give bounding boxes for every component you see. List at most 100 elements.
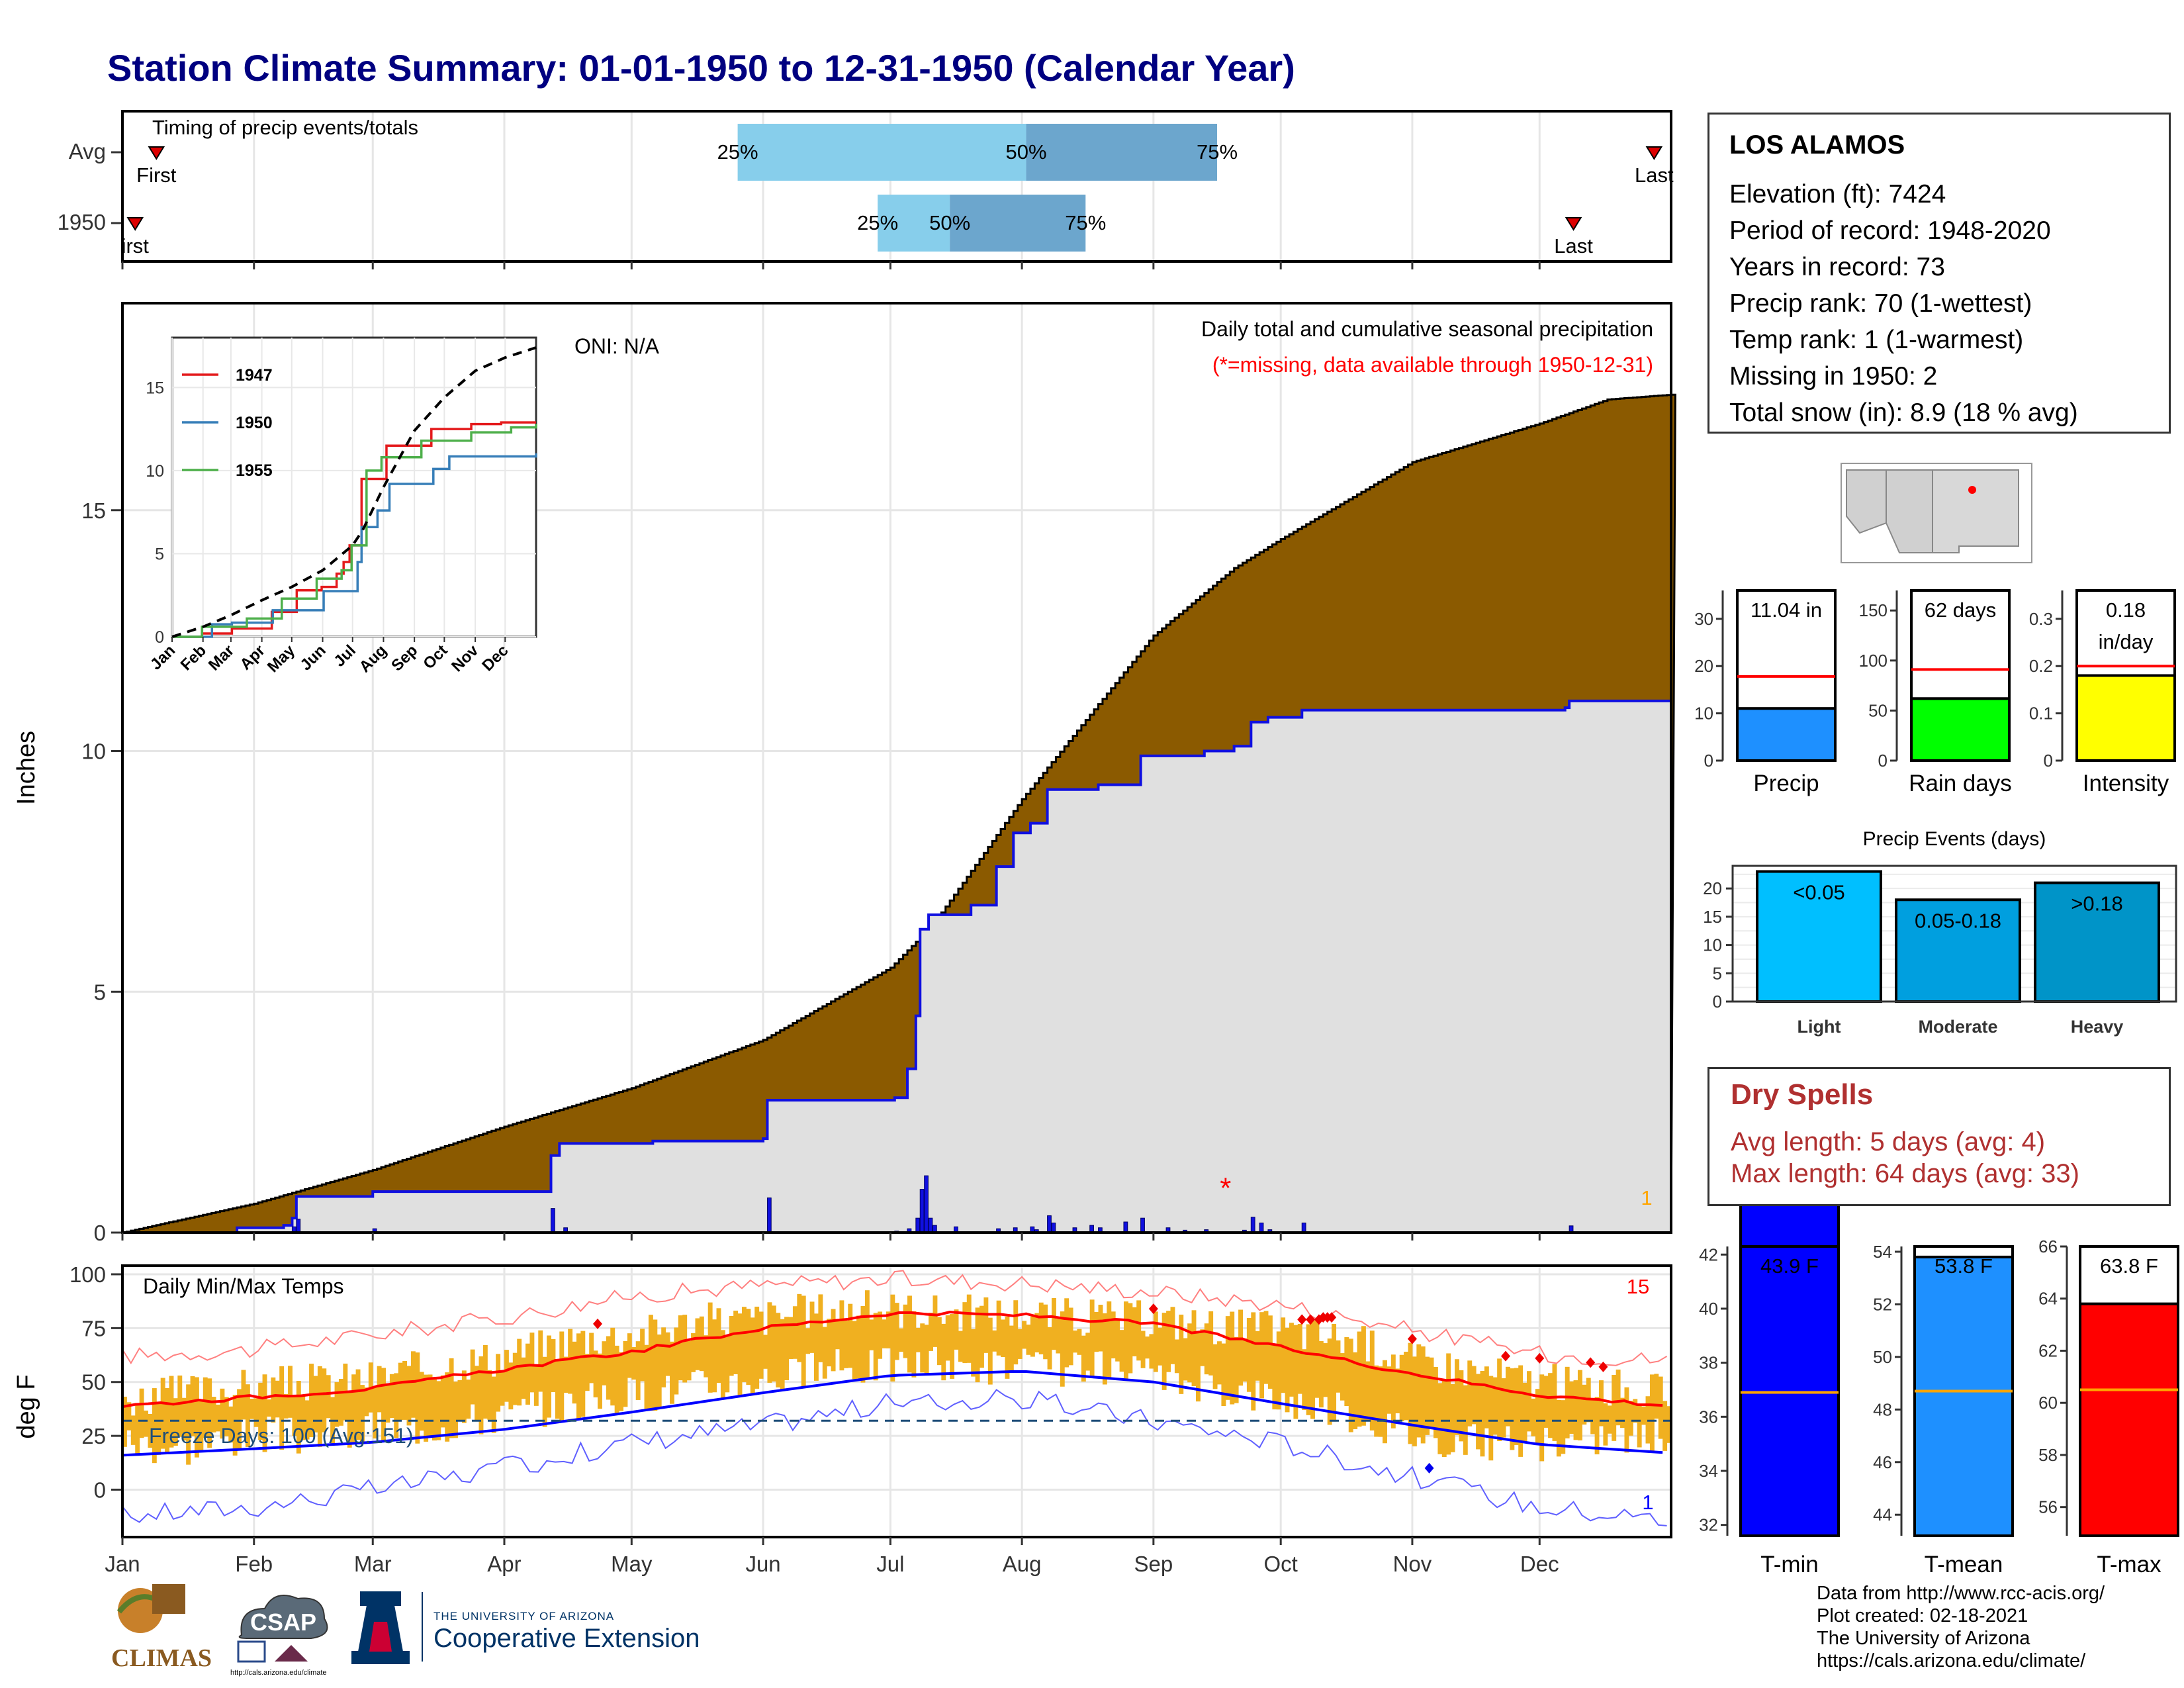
daily-temp-bar bbox=[584, 1354, 590, 1391]
daily-temp-bar bbox=[169, 1376, 174, 1448]
station-precip-rank: Precip rank: 70 (1-wettest) bbox=[1729, 289, 2032, 318]
daily-temp-bar bbox=[839, 1300, 844, 1371]
daily-temp-bar bbox=[224, 1397, 229, 1436]
daily-temp-bar bbox=[1399, 1354, 1404, 1422]
events-title: Precip Events (days) bbox=[1863, 828, 2046, 850]
daily-temp-bar bbox=[1089, 1299, 1095, 1378]
last-label: Last bbox=[1554, 234, 1593, 258]
daily-temp-bar bbox=[1107, 1301, 1112, 1379]
daily-temp-bar bbox=[1446, 1353, 1451, 1455]
daily-temp-bar bbox=[203, 1377, 208, 1438]
daily-temp-bar bbox=[228, 1406, 234, 1443]
daily-temp-bar bbox=[831, 1309, 836, 1372]
summary-bar-frame bbox=[2079, 1245, 2179, 1305]
daily-temp-bar bbox=[712, 1319, 717, 1393]
daily-temp-bar bbox=[1471, 1366, 1477, 1425]
daily-temp-bar bbox=[1420, 1346, 1426, 1444]
inset-series-line bbox=[172, 421, 536, 638]
daily-temp-bar bbox=[1654, 1374, 1659, 1419]
daily-temp-bar bbox=[750, 1317, 755, 1394]
daily-temp-bar bbox=[950, 1314, 955, 1379]
daily-temp-bar bbox=[190, 1376, 195, 1436]
inset-y-tick: 15 bbox=[146, 379, 164, 397]
inset-legend-label: 1955 bbox=[236, 461, 273, 480]
daily-temp-bar bbox=[1480, 1370, 1485, 1457]
record-high-line bbox=[122, 1270, 1668, 1366]
cumulative-1950-area bbox=[122, 700, 1671, 1233]
precip-panel: * 1 Daily total and cumulative seasonal pr… bbox=[13, 302, 1676, 1245]
daily-temp-bar bbox=[614, 1345, 619, 1414]
daily-temp-bar bbox=[788, 1317, 794, 1359]
daily-temp-bar bbox=[670, 1341, 674, 1404]
daily-temp-bar bbox=[682, 1315, 688, 1383]
daily-temp-bar bbox=[1013, 1300, 1019, 1365]
daily-temp-bar bbox=[1649, 1374, 1655, 1452]
timing-row-label: Avg bbox=[69, 139, 106, 164]
daily-temp-bar bbox=[936, 1317, 942, 1366]
daily-temp-bar bbox=[758, 1311, 764, 1379]
daily-temp-bar bbox=[1128, 1303, 1133, 1374]
y-tick-label: 5 bbox=[94, 980, 106, 1004]
daily-temp-bar bbox=[1149, 1334, 1154, 1369]
ua-line1: THE UNIVERSITY OF ARIZONA bbox=[433, 1610, 614, 1622]
climas-logo: CLIMAS bbox=[111, 1584, 212, 1672]
timing-row-label: 1950 bbox=[58, 210, 106, 234]
summary-bar-frame bbox=[1736, 589, 1837, 710]
daily-temp-bar bbox=[398, 1362, 403, 1421]
daily-temp-bar bbox=[1077, 1329, 1082, 1355]
daily-temp-bar bbox=[152, 1388, 157, 1464]
daily-temp-bar bbox=[364, 1387, 369, 1417]
event-bin-label: <0.05 bbox=[1793, 881, 1844, 904]
daily-temp-bar bbox=[529, 1333, 535, 1393]
daily-temp-bar bbox=[1429, 1357, 1434, 1428]
dry-spells-max: Max length: 64 days (avg: 33) bbox=[1731, 1159, 2079, 1188]
y-axis-title: deg F bbox=[13, 1374, 40, 1438]
daily-temp-bar bbox=[1582, 1384, 1587, 1425]
daily-precip-bar bbox=[928, 1217, 933, 1233]
daily-temp-bar bbox=[1369, 1331, 1375, 1430]
dry-spells-box: Dry Spells Avg length: 5 days (avg: 4) M… bbox=[1707, 1067, 2171, 1206]
y-tick-label: 36 bbox=[1699, 1407, 1718, 1427]
daily-precip-bar bbox=[1250, 1217, 1255, 1233]
daily-temp-bar bbox=[292, 1395, 297, 1436]
daily-temp-bar bbox=[1204, 1323, 1209, 1375]
daily-temp-bar bbox=[326, 1375, 331, 1419]
daily-temp-bar bbox=[1123, 1301, 1128, 1379]
record-high-marker bbox=[1535, 1352, 1545, 1364]
daily-temp-bar bbox=[776, 1313, 781, 1387]
daily-temp-bar bbox=[987, 1317, 993, 1385]
daily-temp-bar bbox=[1230, 1311, 1235, 1405]
daily-temp-bar bbox=[691, 1333, 696, 1372]
daily-temp-bar bbox=[1310, 1320, 1315, 1419]
daily-temp-bar bbox=[852, 1321, 857, 1380]
y-tick-label: 0 bbox=[94, 1221, 106, 1245]
summary-value-label: 0.18 bbox=[2106, 598, 2146, 622]
x-tick-label: Jun bbox=[745, 1552, 780, 1576]
daily-temp-bar bbox=[351, 1374, 357, 1442]
y-tick-label: 150 bbox=[1859, 600, 1888, 620]
temp-title: Daily Min/Max Temps bbox=[143, 1274, 343, 1298]
daily-temp-bar bbox=[424, 1374, 429, 1442]
x-tick-label: May bbox=[611, 1552, 653, 1576]
daily-temp-bar bbox=[512, 1352, 518, 1405]
daily-temp-bar bbox=[1450, 1383, 1455, 1452]
daily-temp-bar bbox=[933, 1295, 938, 1347]
daily-temp-bar bbox=[1017, 1329, 1023, 1359]
temp-panel: Daily Min/Max Temps Freeze Days: 100 (Avg… bbox=[13, 1262, 1672, 1576]
daily-temp-bar bbox=[1043, 1304, 1048, 1360]
daily-temp-bar bbox=[954, 1309, 959, 1350]
summary-value-label: 11.04 in bbox=[1751, 598, 1822, 622]
y-tick-label: 40 bbox=[1699, 1299, 1718, 1319]
daily-temp-bar bbox=[827, 1319, 832, 1367]
daily-temp-bar bbox=[1009, 1325, 1014, 1372]
y-tick-label: 20 bbox=[1694, 656, 1713, 676]
daily-precip-bar bbox=[915, 1217, 921, 1233]
daily-temp-bar bbox=[1374, 1365, 1379, 1437]
summary-category: T-max bbox=[2097, 1552, 2161, 1577]
daily-temp-bar bbox=[1561, 1400, 1566, 1454]
daily-temp-bar bbox=[878, 1311, 883, 1359]
y-tick-label: 60 bbox=[2038, 1393, 2058, 1413]
daily-temp-bar bbox=[623, 1340, 628, 1407]
daily-temp-bar bbox=[317, 1366, 322, 1447]
daily-temp-bar bbox=[971, 1329, 976, 1377]
